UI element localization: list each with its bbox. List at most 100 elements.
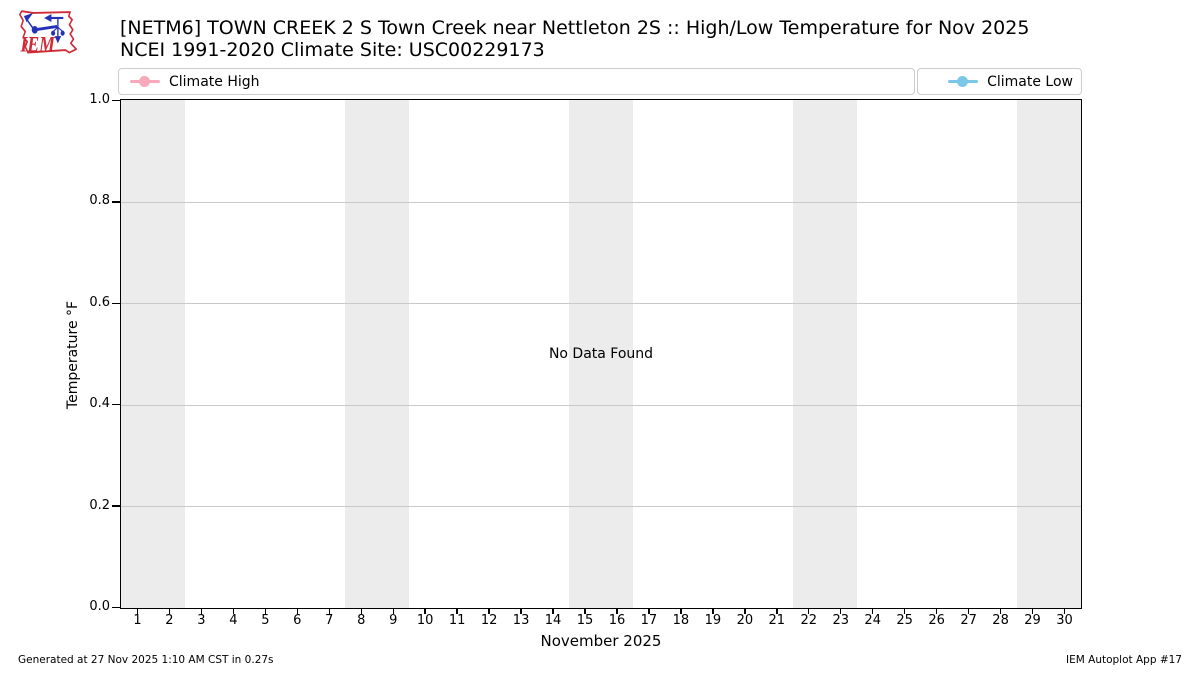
- x-tick-label: 27: [960, 613, 977, 628]
- y-tick: [112, 302, 120, 304]
- x-tick-label: 26: [928, 613, 945, 628]
- x-tick-label: 21: [768, 613, 786, 628]
- iowa-outline-icon: [19, 10, 77, 54]
- y-gridline: [121, 303, 1081, 305]
- x-tick: [935, 609, 938, 614]
- x-tick-label: 19: [704, 613, 722, 628]
- x-tick: [520, 609, 522, 614]
- x-tick: [872, 609, 874, 614]
- x-tick-label: 16: [608, 613, 626, 628]
- x-tick: [296, 609, 298, 614]
- climate-high-marker-icon: [130, 75, 160, 88]
- y-gridline: [121, 404, 1081, 406]
- legend-label-climate-high: Climate High: [169, 73, 260, 90]
- x-tick-label: 7: [325, 613, 334, 628]
- weekend-shading-band: [121, 100, 185, 608]
- x-tick: [967, 609, 970, 614]
- x-tick: [584, 609, 586, 614]
- x-tick-label: 17: [640, 613, 658, 628]
- x-tick: [360, 609, 362, 614]
- generated-timestamp: Generated at 27 Nov 2025 1:10 AM CST in …: [18, 654, 274, 666]
- y-gridline: [121, 506, 1081, 508]
- weather-vane-icon: [24, 12, 65, 44]
- y-tick: [112, 505, 120, 507]
- x-tick-label: 15: [576, 613, 594, 628]
- y-tick: [112, 201, 120, 203]
- x-tick: [1063, 609, 1066, 614]
- legend-climate-low: Climate Low: [917, 68, 1082, 95]
- y-tick-label: 0.0: [89, 599, 110, 614]
- iem-logo-text: IEM: [20, 33, 56, 57]
- x-tick: [552, 609, 554, 614]
- x-tick: [903, 609, 906, 614]
- x-tick: [232, 609, 235, 614]
- x-tick-label: 24: [864, 613, 881, 628]
- iem-logo: IEM: [19, 10, 77, 57]
- x-tick-label: 14: [544, 613, 562, 628]
- x-tick: [200, 609, 203, 614]
- x-tick: [616, 609, 618, 614]
- no-data-annotation: No Data Found: [548, 346, 654, 362]
- x-tick: [744, 609, 746, 614]
- weekend-shading-band: [345, 100, 409, 608]
- x-tick-label: 28: [992, 613, 1009, 628]
- x-tick-label: 12: [480, 613, 498, 628]
- y-tick: [112, 606, 120, 609]
- x-tick-label: 1: [133, 613, 142, 628]
- x-tick-label: 9: [389, 613, 398, 628]
- legend-label-climate-low: Climate Low: [987, 73, 1073, 90]
- plot-area: No Data Found: [120, 99, 1082, 609]
- x-tick-label: 5: [261, 613, 270, 628]
- y-tick: [112, 404, 120, 406]
- x-tick: [808, 609, 810, 614]
- x-tick-label: 3: [197, 613, 206, 628]
- y-tick-label: 0.2: [89, 497, 110, 513]
- y-tick-label: 0.8: [89, 193, 110, 209]
- y-tick-label: 0.4: [89, 396, 110, 412]
- x-tick: [1031, 609, 1034, 614]
- x-tick: [264, 609, 267, 614]
- weekend-shading-band: [1017, 100, 1081, 608]
- x-tick-label: 20: [736, 613, 754, 628]
- chart-subtitle: NCEI 1991-2020 Climate Site: USC00229173: [120, 39, 545, 61]
- x-tick: [999, 609, 1002, 614]
- y-tick: [112, 99, 120, 102]
- x-tick: [136, 609, 139, 614]
- x-tick: [712, 609, 714, 614]
- app-credit: IEM Autoplot App #17: [1066, 654, 1182, 666]
- x-tick-label: 13: [512, 613, 530, 628]
- x-tick-label: 22: [800, 613, 818, 628]
- chart-title-block: [NETM6] TOWN CREEK 2 S Town Creek near N…: [120, 17, 1029, 61]
- x-tick: [840, 609, 842, 614]
- x-tick-label: 8: [357, 613, 366, 628]
- x-tick: [776, 609, 778, 614]
- x-tick-label: 6: [293, 613, 302, 628]
- x-tick-label: 4: [229, 613, 238, 628]
- y-gridline: [121, 201, 1081, 203]
- climate-low-marker-icon: [948, 75, 979, 88]
- chart-title: [NETM6] TOWN CREEK 2 S Town Creek near N…: [120, 17, 1030, 39]
- x-tick-label: 25: [896, 613, 913, 628]
- y-tick-label: 1.0: [89, 92, 110, 107]
- weekend-shading-band: [793, 100, 857, 608]
- x-tick-label: 11: [448, 613, 466, 628]
- x-tick: [680, 609, 682, 614]
- x-tick-label: 29: [1024, 613, 1041, 628]
- legend-climate-high: Climate High: [118, 68, 915, 95]
- x-tick-label: 2: [165, 613, 174, 628]
- x-tick: [168, 609, 171, 614]
- x-tick: [456, 609, 458, 614]
- x-tick: [648, 609, 650, 614]
- x-tick: [392, 609, 394, 614]
- x-tick: [424, 609, 426, 614]
- x-tick-label: 23: [832, 613, 850, 628]
- weekend-shading-band: [569, 100, 633, 608]
- x-tick-label: 18: [672, 613, 690, 628]
- x-tick: [488, 609, 490, 614]
- x-axis-label: November 2025: [540, 632, 662, 650]
- y-tick-label: 0.6: [89, 294, 110, 310]
- x-tick-label: 10: [416, 613, 434, 628]
- x-tick: [328, 609, 330, 614]
- y-axis-label: Temperature °F: [65, 300, 81, 410]
